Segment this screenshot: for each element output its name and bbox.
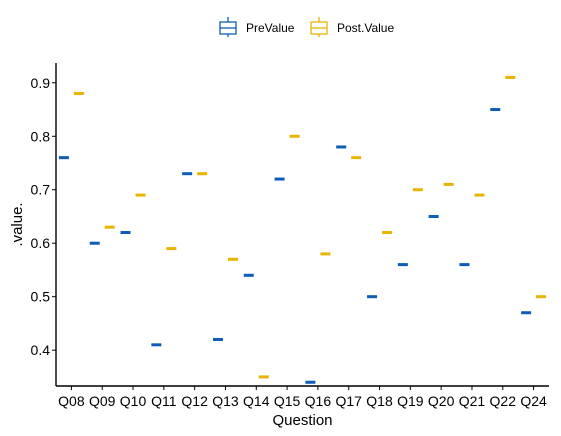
y-tick-label: 0.6 (31, 235, 51, 251)
legend: PreValue Post.Value (219, 17, 394, 37)
x-axis-ticks: Q08 Q09 Q10 Q11 Q12 Q13 Q14 Q15 Q16 Q17 Q18 Q19 Q20 Q… (58, 386, 547, 409)
x-tick-label: Q18 (366, 393, 393, 409)
x-tick-label: Q22 (490, 393, 517, 409)
x-axis-title: Question (272, 412, 332, 429)
x-tick-label: Q09 (89, 393, 116, 409)
y-tick-label: 0.7 (31, 182, 51, 198)
y-tick-label: 0.8 (31, 128, 51, 144)
chart-marks (58, 75, 547, 384)
x-tick-label: Q10 (120, 393, 147, 409)
x-tick-label: Q08 (58, 393, 85, 409)
x-tick-label: Q14 (243, 393, 270, 409)
y-axis-title: .value. (9, 202, 26, 246)
x-tick-label: Q15 (274, 393, 301, 409)
x-tick-label: Q11 (151, 393, 177, 409)
x-tick-label: Q16 (305, 393, 332, 409)
legend-item-postvalue: Post.Value (310, 17, 394, 37)
y-tick-label: 0.4 (31, 342, 51, 358)
x-tick-label: Q21 (459, 393, 486, 409)
y-tick-label: 0.5 (31, 289, 51, 305)
x-tick-label: Q13 (212, 393, 239, 409)
x-tick-label: Q12 (181, 393, 208, 409)
legend-label: PreValue (246, 21, 295, 35)
x-tick-label: Q19 (397, 393, 424, 409)
x-tick-label: Q20 (428, 393, 455, 409)
legend-label: Post.Value (337, 21, 394, 35)
x-tick-label: Q17 (335, 393, 362, 409)
x-tick-label: Q24 (520, 393, 547, 409)
y-axis-ticks: 0.4 0.5 0.6 0.7 0.8 0.9 (31, 75, 56, 358)
legend-item-prevalue: PreValue (219, 17, 295, 37)
y-tick-label: 0.9 (31, 75, 51, 91)
